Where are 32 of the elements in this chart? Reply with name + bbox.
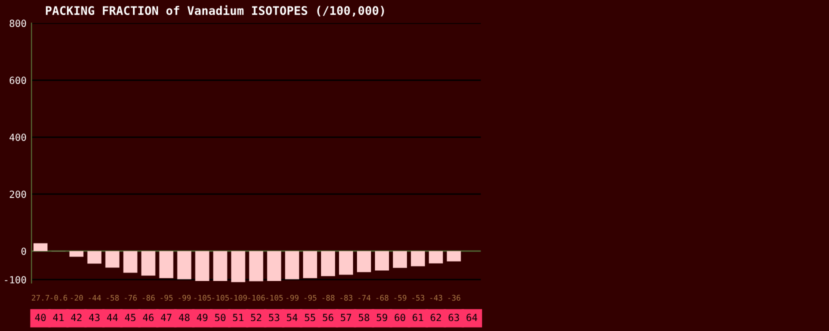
x-tick-label: 52: [250, 314, 262, 322]
x-tick-label: 63: [448, 314, 459, 322]
x-tick-label: 41: [53, 314, 64, 321]
y-tick-label: 600: [10, 76, 26, 84]
x-tick-label: 45: [124, 314, 136, 322]
x-tick-label: 47: [160, 314, 172, 321]
y-tick-label: 800: [10, 20, 26, 28]
x-tick-label: 55: [304, 314, 316, 322]
x-tick-label: 59: [376, 314, 388, 322]
x-tick-label: 42: [71, 314, 82, 321]
x-tick-label: 46: [142, 314, 154, 322]
y-tick-label: 200: [10, 190, 26, 198]
chart-title: PACKING FRACTION of Vanadium ISOTOPES (/100,000): [46, 5, 384, 16]
x-tick-label: 61: [412, 314, 424, 322]
y-tick-label: 400: [10, 134, 26, 141]
x-tick-label: 54: [286, 314, 298, 322]
x-tick-label: 57: [340, 314, 352, 322]
x-tick-label: 44: [107, 314, 118, 321]
x-tick-label: 62: [430, 314, 441, 322]
x-tick-label: 60: [394, 314, 406, 322]
x-tick-label: 48: [178, 314, 190, 322]
y-tick-label: -100: [4, 276, 26, 284]
x-tick-label: 58: [358, 314, 370, 322]
x-tick-label: 43: [89, 314, 100, 322]
x-tick-label: 51: [233, 314, 244, 322]
x-tick-label: 40: [35, 314, 46, 322]
x-tick-label: 56: [322, 314, 334, 322]
x-tick-label: 64: [466, 314, 478, 322]
x-tick-label: 53: [268, 314, 280, 322]
x-tick-label: 50: [215, 314, 226, 322]
y-tick-label: 0: [21, 248, 26, 255]
x-tick-label: 49: [196, 314, 208, 322]
